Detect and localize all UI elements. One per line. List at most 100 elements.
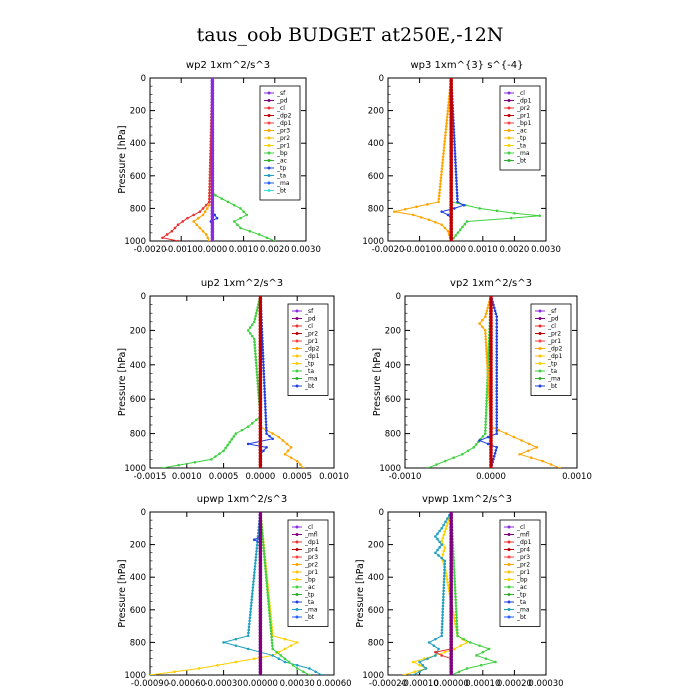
legend-label: _bp	[304, 577, 316, 584]
legend-marker	[267, 99, 271, 102]
data-point	[489, 339, 493, 344]
data-point	[454, 161, 457, 164]
data-point	[445, 122, 448, 125]
y-tick-label: 800	[130, 430, 146, 440]
data-point	[258, 621, 263, 626]
data-point	[449, 172, 454, 177]
data-point	[426, 203, 429, 206]
data-point	[437, 197, 441, 201]
data-point	[449, 233, 454, 237]
data-point	[208, 176, 212, 180]
data-point	[449, 224, 454, 228]
data-point	[495, 417, 499, 420]
y-tick-label: 400	[130, 573, 146, 583]
data-point	[258, 324, 263, 328]
x-tick-label: -0.0010	[165, 245, 198, 255]
data-point	[254, 562, 257, 565]
data-point	[210, 154, 215, 159]
panel-title: wp3 1xm^{3} s^{-4}	[410, 60, 523, 71]
data-point	[264, 573, 268, 576]
data-point	[443, 226, 447, 230]
data-point	[449, 112, 454, 117]
data-point	[258, 439, 263, 443]
data-point	[449, 82, 454, 86]
legend-marker	[507, 548, 511, 551]
data-point	[239, 216, 242, 220]
panel-4: vp2 1xm^2/s^3 Pressure [hPa] 0 200 400 600 800…	[372, 278, 592, 482]
x-tick-label: -0.00030	[204, 679, 242, 689]
data-point	[495, 347, 499, 350]
legend-label: _pd	[276, 98, 288, 105]
legend-marker	[507, 525, 511, 529]
data-point	[485, 350, 488, 353]
data-point	[485, 356, 489, 359]
data-point	[465, 220, 469, 223]
data-point	[449, 160, 454, 165]
data-point	[443, 530, 447, 533]
data-point	[447, 100, 451, 104]
data-point	[449, 230, 454, 234]
x-tick-label: 0.0030	[291, 245, 321, 255]
data-point	[210, 199, 215, 204]
data-point	[489, 296, 493, 298]
x-tick-label: -0.0010	[403, 245, 436, 255]
legend-marker	[267, 151, 271, 155]
data-point	[210, 91, 215, 95]
x-tick-label: 0.0000	[436, 245, 466, 255]
data-point	[466, 449, 470, 453]
y-tick-label: 400	[385, 361, 401, 371]
data-point	[258, 436, 263, 440]
data-point	[440, 540, 444, 543]
data-point	[484, 344, 488, 347]
data-point	[454, 170, 458, 173]
data-point	[443, 559, 447, 563]
legend-label: _pr2	[276, 135, 290, 142]
y-tick-label: 400	[130, 139, 146, 149]
y-tick-label: 400	[368, 573, 384, 583]
data-point	[206, 236, 210, 240]
x-tick-label: 0.0005	[209, 472, 239, 482]
data-point	[444, 520, 447, 524]
data-point	[270, 638, 274, 642]
data-point	[520, 439, 523, 442]
data-point	[486, 306, 490, 310]
legend-label: _pr4	[516, 547, 530, 554]
legend-box	[259, 85, 301, 201]
y-axis-label: Pressure [hPa]	[372, 348, 383, 416]
data-point	[449, 558, 454, 563]
data-point	[258, 309, 263, 313]
data-point	[486, 365, 489, 368]
data-point	[248, 229, 252, 233]
data-point	[249, 610, 252, 614]
data-point	[445, 524, 448, 528]
data-point	[440, 173, 443, 176]
data-point	[437, 194, 441, 198]
data-point	[442, 146, 446, 149]
data-point	[208, 179, 212, 183]
legend-marker	[507, 585, 511, 589]
data-point	[441, 619, 444, 623]
data-point	[254, 559, 257, 562]
data-point	[240, 428, 244, 432]
data-point	[210, 97, 215, 101]
data-point	[204, 203, 208, 207]
data-point	[258, 627, 263, 632]
data-point	[495, 398, 499, 402]
data-point	[262, 378, 266, 382]
data-point	[481, 318, 484, 322]
series-group	[150, 512, 324, 675]
data-point	[413, 670, 417, 674]
data-point	[446, 109, 450, 113]
data-point	[489, 442, 493, 446]
data-point	[255, 309, 259, 312]
data-point	[452, 559, 455, 562]
data-point	[449, 519, 454, 523]
y-tick-label: 200	[130, 326, 146, 336]
data-point	[495, 335, 499, 338]
data-point	[250, 421, 254, 425]
data-point	[258, 636, 263, 641]
y-tick-label: 600	[368, 172, 384, 182]
data-point	[208, 188, 211, 192]
data-point	[271, 647, 274, 651]
legend-label: _dp1	[516, 98, 532, 105]
